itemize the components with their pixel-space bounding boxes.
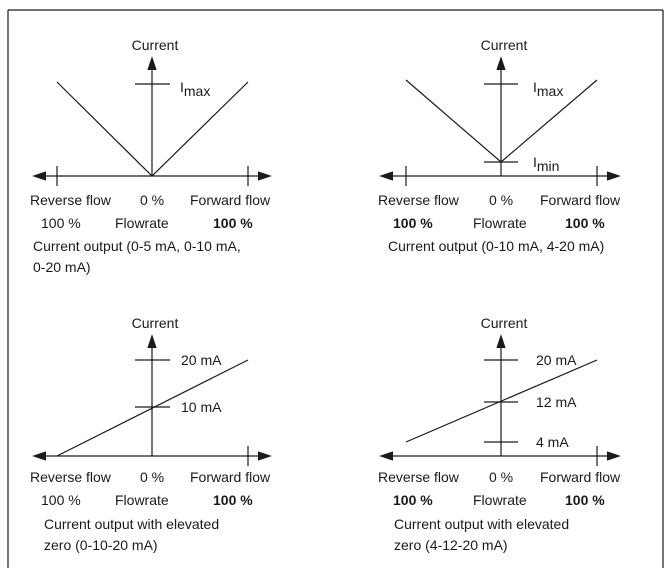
x-label-center: 0 %: [140, 192, 164, 208]
caption-line-2: zero (0-10-20 mA): [44, 537, 158, 553]
linear-curve: [405, 359, 598, 443]
caption-line-1: Current output (0-5 mA, 0-10 mA,: [33, 238, 241, 254]
pct-right: 100 %: [565, 215, 605, 231]
y-axis-arrow: [147, 334, 157, 349]
x-label-left: Reverse flow: [30, 192, 112, 208]
v-curve: [56, 81, 249, 177]
x-label-center: 0 %: [489, 192, 513, 208]
v-curve: [405, 79, 598, 163]
x-axis-right-arrow: [257, 171, 272, 181]
caption-line-1: Current output with elevated: [44, 516, 219, 532]
x-label-right: Forward flow: [540, 192, 621, 208]
caption-line-1: Current output (0-10 mA, 4-20 mA): [388, 238, 604, 254]
flowrate-label: Flowrate: [115, 492, 169, 508]
flowrate-label: Flowrate: [115, 215, 169, 231]
label-4ma: 4 mA: [536, 434, 569, 450]
pct-left: 100 %: [393, 492, 433, 508]
x-label-left: Reverse flow: [378, 192, 460, 208]
pct-right: 100 %: [213, 492, 253, 508]
caption-line-2: zero (4-12-20 mA): [394, 537, 508, 553]
x-label-right: Forward flow: [540, 469, 621, 485]
x-axis-left-arrow: [32, 451, 47, 461]
label-10ma: 10 mA: [181, 399, 222, 415]
imin-label: Imin: [533, 154, 559, 174]
x-axis-left-arrow: [32, 171, 47, 181]
pct-left: 100 %: [393, 215, 433, 231]
x-label-center: 0 %: [489, 469, 513, 485]
diagram-v-offset-output: Current Imax Imin Reverse flow 0 % Forwa…: [378, 37, 621, 254]
imax-label: Imax: [180, 79, 210, 99]
label-20ma: 20 mA: [536, 352, 577, 368]
label-20ma: 20 mA: [181, 352, 222, 368]
x-axis-right-arrow: [606, 451, 621, 461]
x-label-left: Reverse flow: [378, 469, 460, 485]
x-axis-right-arrow: [257, 451, 272, 461]
x-label-right: Forward flow: [190, 192, 271, 208]
pct-right: 100 %: [565, 492, 605, 508]
x-label-right: Forward flow: [190, 469, 271, 485]
x-label-left: Reverse flow: [30, 469, 112, 485]
flowrate-label: Flowrate: [473, 215, 527, 231]
diagram-v-output: Current Imax Reverse flow 0 % Forward fl…: [30, 37, 272, 275]
diagram-elevated-zero-0-10-20: Current 20 mA 10 mA Reverse flow 0 % For…: [30, 315, 272, 553]
imax-label: Imax: [533, 79, 563, 99]
x-axis-right-arrow: [606, 171, 621, 181]
y-axis-label: Current: [132, 315, 179, 331]
x-axis-left-arrow: [379, 451, 394, 461]
pct-right: 100 %: [213, 215, 253, 231]
x-label-center: 0 %: [140, 469, 164, 485]
caption-line-2: 0-20 mA): [33, 259, 91, 275]
y-axis-label: Current: [481, 37, 528, 53]
flowrate-label: Flowrate: [473, 492, 527, 508]
x-axis-left-arrow: [379, 171, 394, 181]
y-axis-label: Current: [481, 315, 528, 331]
y-axis-arrow: [496, 56, 506, 71]
linear-curve: [56, 359, 249, 457]
y-axis-arrow: [147, 56, 157, 71]
diagram-elevated-zero-4-12-20: Current 20 mA 12 mA 4 mA Reverse flow 0 …: [378, 315, 621, 553]
y-axis-label: Current: [132, 37, 179, 53]
pct-left: 100 %: [41, 215, 81, 231]
pct-left: 100 %: [41, 492, 81, 508]
caption-line-1: Current output with elevated: [394, 516, 569, 532]
y-axis-arrow: [496, 334, 506, 349]
label-12ma: 12 mA: [536, 394, 577, 410]
